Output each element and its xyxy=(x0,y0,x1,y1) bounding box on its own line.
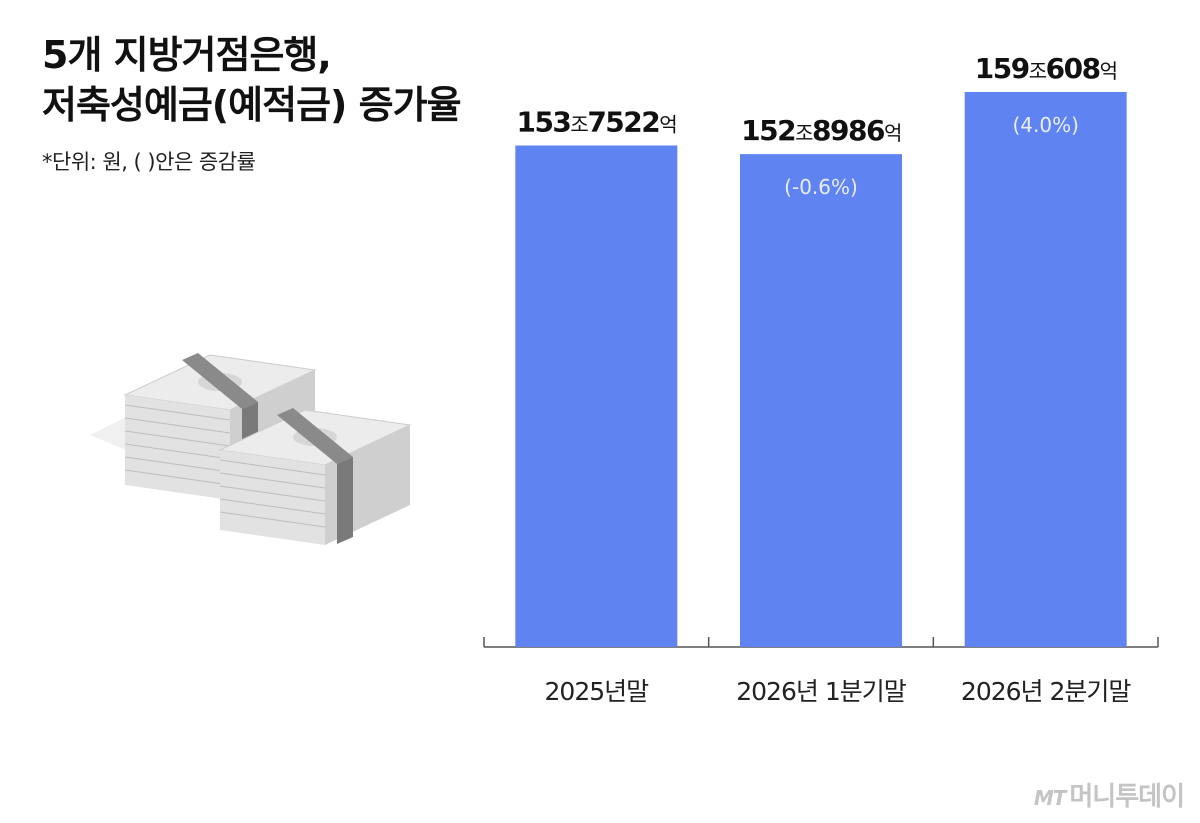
change-label: (-0.6%) xyxy=(784,175,858,199)
bar-3 xyxy=(964,92,1127,647)
logo-mark: MT xyxy=(1033,786,1067,810)
unit-note: *단위: 원, ( )안은 증감률 xyxy=(42,150,256,174)
x-tick-label: 2026년 1분기말 xyxy=(736,677,906,706)
value-label: 159조608억 xyxy=(975,52,1117,85)
x-tick-label: 2026년 2분기말 xyxy=(961,677,1131,706)
title-line-2: 저축성예금(예적금) 증가율 xyxy=(42,83,462,127)
value-label: 153조7522억 xyxy=(516,106,676,139)
logo-name: 머니투데이 xyxy=(1069,782,1185,812)
title-line-1: 5개 지방거점은행, xyxy=(42,33,332,77)
bar-1 xyxy=(515,145,678,647)
money-stack-icon xyxy=(90,353,412,545)
publisher-logo: MT 머니투데이 xyxy=(1033,776,1185,813)
change-label: (4.0%) xyxy=(1012,113,1078,137)
bar-2 xyxy=(740,154,902,648)
x-tick-label: 2025년말 xyxy=(545,677,650,706)
chart-title: 5개 지방거점은행, 저축성예금(예적금) 증가율 xyxy=(42,30,462,130)
value-label: 152조8986억 xyxy=(741,114,901,147)
